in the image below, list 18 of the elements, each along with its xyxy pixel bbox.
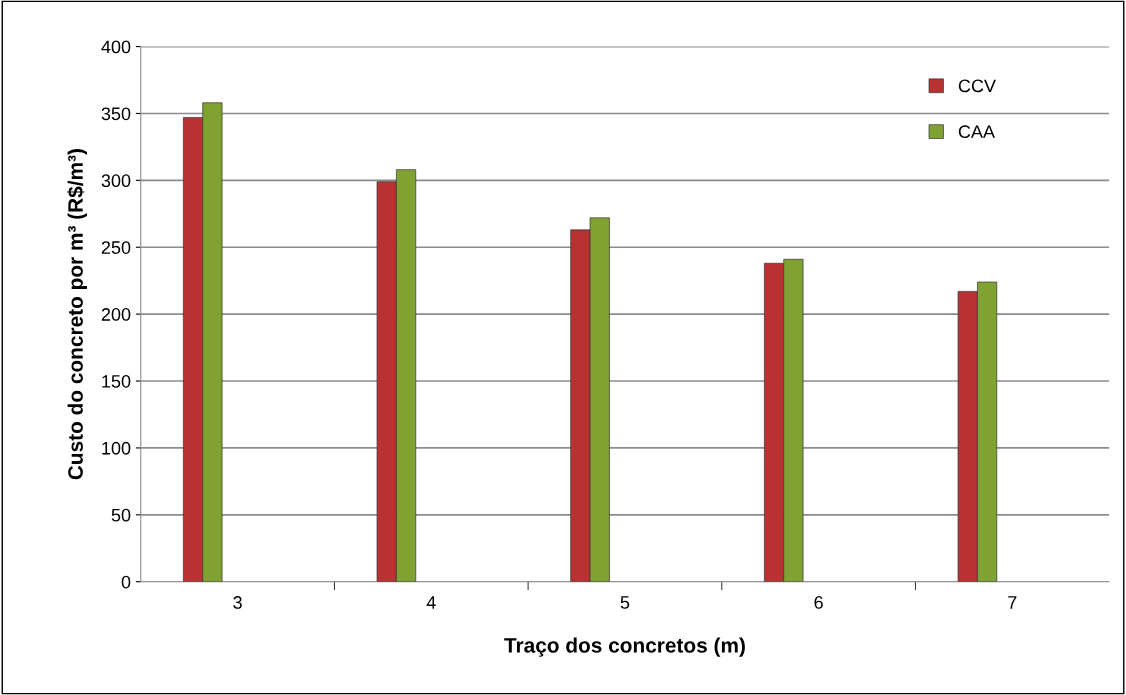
y-tick-label: 100 [102,441,131,455]
y-tick-label: 200 [101,308,131,321]
y-tick-label: 150 [102,374,131,388]
legend-label: CCV [958,79,996,93]
y-axis-title: Custo do concreto por m³ (R$/m³) [67,149,88,480]
y-tick-label: 350 [101,107,131,121]
y-tick-label: 0 [121,575,131,589]
x-tick-label: 4 [426,596,436,609]
x-tick-label: 3 [233,596,242,609]
x-tick-label: 6 [814,596,823,609]
x-tick-label: 7 [1008,596,1017,609]
y-tick-label: 300 [101,174,131,188]
x-axis-title: Traço dos concretos (m) [504,637,745,657]
legend-label: CAA [958,125,995,139]
y-tick-label: 400 [101,40,131,54]
y-tick-label: 50 [111,508,131,522]
y-tick-label: 250 [101,241,131,254]
x-tick-label: 5 [620,596,630,609]
